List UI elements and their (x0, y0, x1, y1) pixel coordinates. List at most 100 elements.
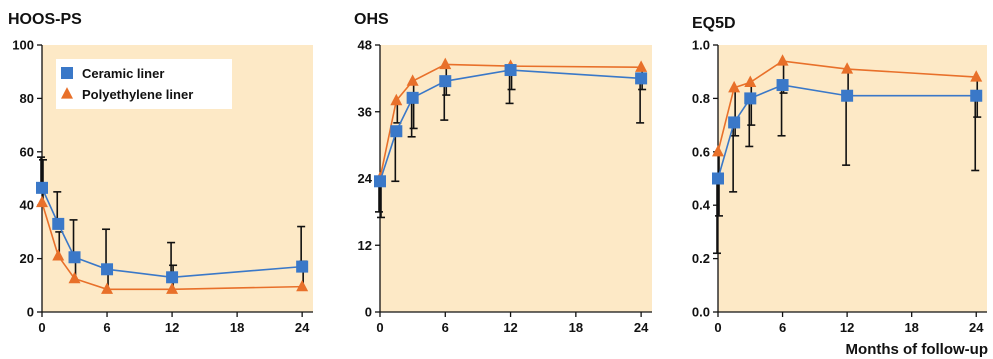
data-point-ceramic (390, 125, 403, 138)
chart-title: HOOS-PS (8, 11, 82, 28)
data-point-ceramic (296, 260, 309, 273)
data-point-polyethylene (390, 93, 403, 106)
data-point-ceramic (101, 263, 114, 276)
y-tick-label: 100 (12, 38, 34, 53)
series-line-polyethylene (41, 202, 303, 291)
y-tick-label: 60 (20, 144, 34, 159)
data-point-polyethylene (776, 54, 789, 66)
y-tick-label: 24 (358, 171, 373, 186)
y-tick-label: 0.0 (692, 305, 710, 320)
x-tick-label: 0 (376, 320, 383, 335)
y-tick-label: 0.6 (692, 144, 710, 159)
y-tick-label: 36 (358, 104, 372, 119)
data-point-ceramic (970, 89, 983, 102)
x-tick-label: 24 (295, 320, 310, 335)
data-point-polyethylene (406, 74, 419, 86)
error-bar (745, 98, 754, 148)
y-tick-label: 20 (20, 251, 34, 266)
error-bar (391, 131, 400, 183)
x-tick-label: 6 (103, 320, 110, 335)
data-point-ceramic (374, 175, 386, 188)
y-tick-label: 0.4 (692, 198, 711, 213)
data-point-polyethylene (101, 282, 114, 294)
x-tick-label: 18 (904, 320, 918, 335)
series-line-ceramic (41, 187, 303, 279)
x-tick-label: 0 (38, 320, 45, 335)
x-tick-label: 0 (714, 320, 721, 335)
data-point-ceramic (744, 92, 757, 105)
data-point-polyethylene (52, 249, 65, 261)
plot-background (718, 45, 987, 312)
legend-label-polyethylene: Polyethylene liner (82, 87, 193, 102)
x-axis-label: Months of follow-up (846, 341, 988, 358)
error-bar (409, 81, 418, 130)
error-bar (440, 81, 449, 121)
data-point-polyethylene (68, 271, 81, 284)
legend-marker-ceramic (61, 67, 73, 79)
data-point-polyethylene (841, 62, 854, 74)
panel-eq5d: EQ5D 0.0 0.2 0.4 0.6 0.8 1.0 0 6 12 18 24 (692, 15, 987, 335)
y-tick-label: 1.0 (692, 38, 710, 53)
data-point-ceramic (36, 181, 48, 194)
series-line-ceramic (379, 69, 642, 182)
y-tick-label: 12 (358, 238, 372, 253)
data-point-ceramic (52, 217, 65, 230)
data-point-polyethylene (744, 75, 757, 87)
error-bar (971, 95, 980, 172)
x-tick-label: 24 (969, 320, 984, 335)
x-tick-label: 6 (442, 320, 449, 335)
y-tick-label: 0.8 (692, 91, 710, 106)
data-point-ceramic (68, 251, 81, 264)
y-tick-label: 0 (365, 305, 372, 320)
panel-hoos-ps: HOOS-PS 0 20 40 60 80 100 0 6 12 18 24 Ceramic liner… (8, 11, 313, 335)
data-point-ceramic (728, 116, 741, 129)
series-line-polyethylene (717, 60, 977, 152)
error-bar (407, 97, 416, 138)
data-point-polyethylene (712, 144, 724, 157)
data-point-polyethylene (439, 57, 452, 70)
plot-background (380, 45, 652, 312)
data-point-polyethylene (36, 195, 48, 208)
data-point-ceramic (635, 72, 648, 85)
error-bar (102, 228, 111, 270)
x-tick-label: 18 (230, 320, 244, 335)
data-point-ceramic (406, 91, 419, 104)
data-point-polyethylene (635, 60, 648, 72)
error-bar (39, 159, 47, 203)
error-bar (297, 225, 306, 267)
error-bar (636, 78, 645, 124)
x-tick-label: 6 (779, 320, 786, 335)
data-point-polyethylene (728, 80, 741, 93)
x-tick-label: 12 (840, 320, 854, 335)
error-bar (69, 219, 78, 258)
legend-marker-polyethylene (61, 87, 73, 99)
chart-title: EQ5D (692, 15, 736, 32)
data-point-polyethylene (166, 282, 179, 294)
data-point-polyethylene (970, 70, 983, 82)
error-bar (729, 122, 738, 193)
x-tick-label: 12 (503, 320, 517, 335)
data-point-ceramic (166, 271, 179, 284)
panel-ohs: OHS 0 12 24 36 48 0 6 12 18 24 (354, 11, 652, 335)
data-point-ceramic (504, 64, 517, 77)
data-point-polyethylene (296, 279, 309, 292)
y-tick-label: 48 (358, 38, 372, 53)
y-tick-label: 40 (20, 198, 34, 213)
error-bar (842, 95, 851, 166)
data-point-ceramic (776, 79, 789, 92)
legend-label-ceramic: Ceramic liner (82, 66, 164, 81)
y-tick-label: 0.2 (692, 251, 710, 266)
chart-title: OHS (354, 11, 389, 28)
x-tick-label: 18 (569, 320, 583, 335)
y-tick-label: 80 (20, 91, 34, 106)
legend-box (56, 59, 232, 109)
data-point-ceramic (841, 89, 854, 102)
data-point-ceramic (712, 172, 724, 185)
series-line-ceramic (717, 84, 977, 179)
x-tick-label: 12 (165, 320, 179, 335)
legend: Ceramic liner Polyethylene liner (56, 59, 232, 109)
y-tick-label: 0 (27, 305, 34, 320)
x-tick-label: 24 (634, 320, 649, 335)
series-line-polyethylene (379, 63, 642, 179)
